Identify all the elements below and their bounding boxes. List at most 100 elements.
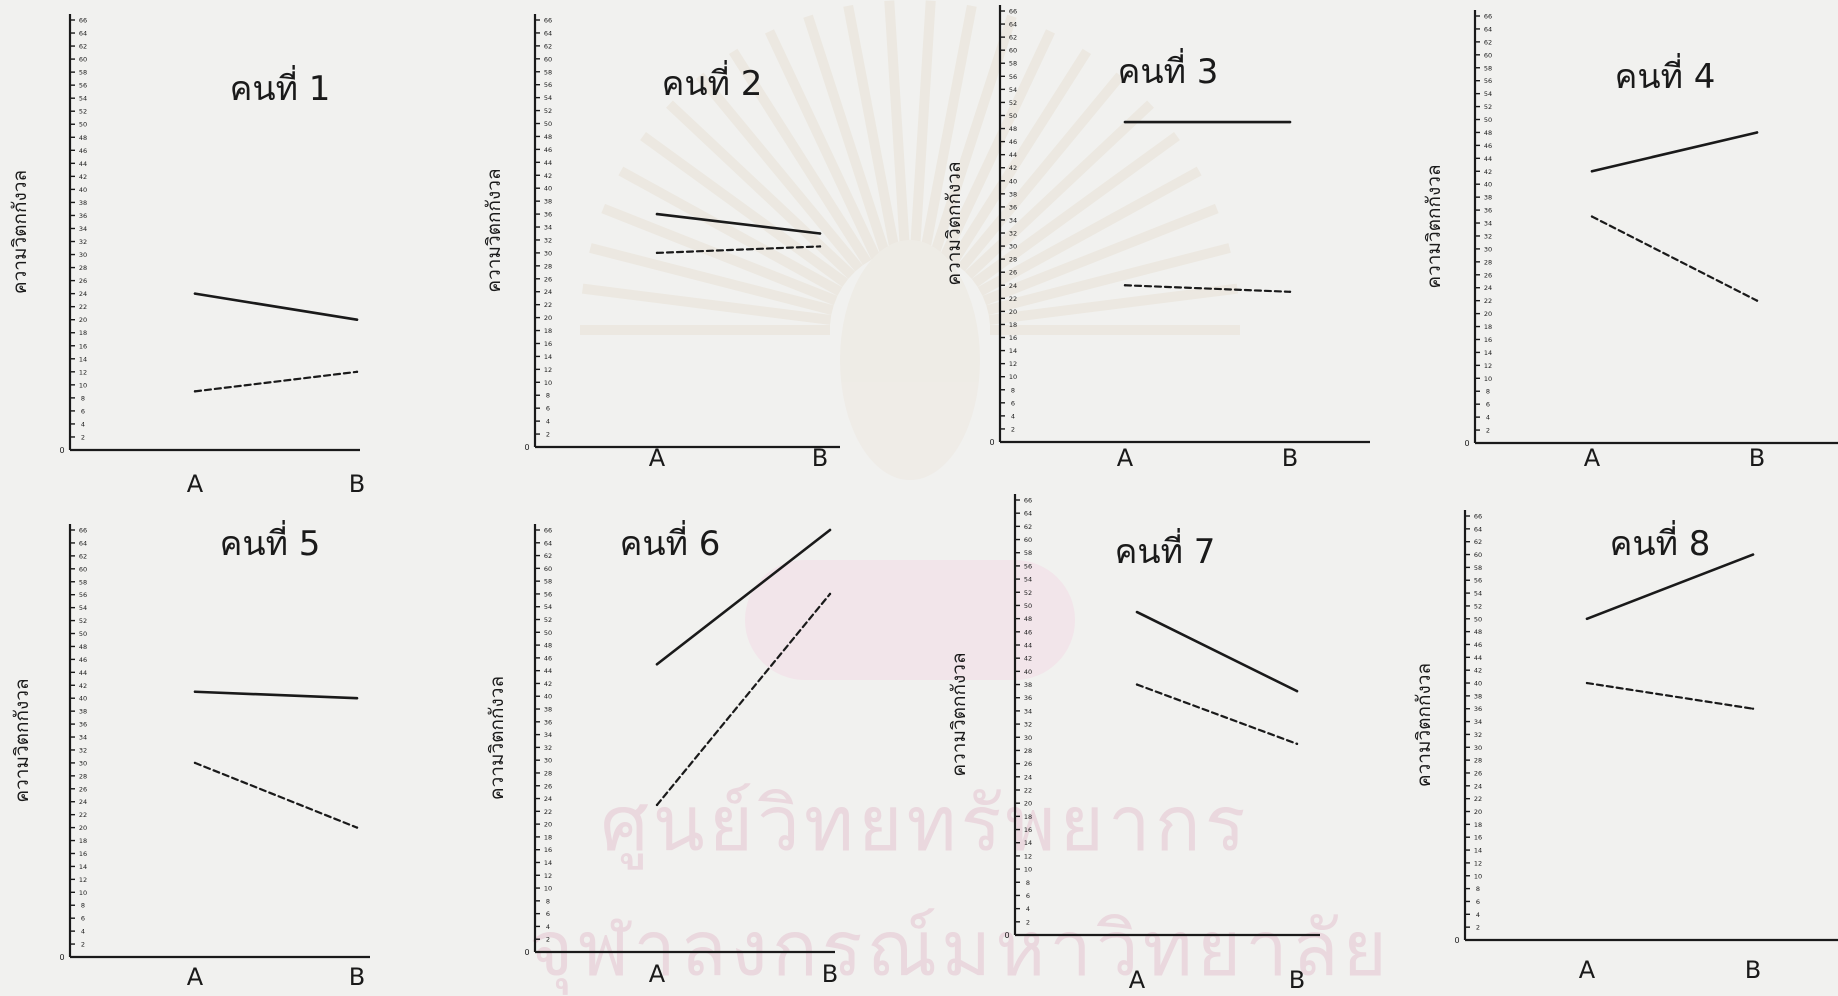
chart-title: คนที่ 2 xyxy=(662,60,763,104)
y-tick-label: 58 xyxy=(1024,549,1032,557)
y-tick-label: 52 xyxy=(79,108,87,116)
y-tick-label: 42 xyxy=(1484,168,1492,176)
chart-panel-8: 2468101214161820222426283032343638404244… xyxy=(1413,510,1838,984)
y-tick-label: 56 xyxy=(1009,73,1017,81)
y-tick-label: 36 xyxy=(79,721,87,729)
y-tick-label: 30 xyxy=(1024,734,1032,742)
y-tick-label: 60 xyxy=(79,56,87,64)
y-tick-label: 40 xyxy=(1484,181,1492,189)
y-axis-label: ความวิตกกังวล xyxy=(486,676,508,800)
data-point xyxy=(1135,610,1139,614)
seal-ray xyxy=(666,100,856,279)
y-tick-label: 50 xyxy=(1474,615,1482,623)
y-tick-label: 38 xyxy=(544,198,552,206)
data-point xyxy=(1751,707,1755,710)
y-tick-label: 20 xyxy=(544,314,552,322)
y-tick-label: 48 xyxy=(1009,125,1017,133)
seal-base xyxy=(745,560,1075,680)
y-tick-label: 14 xyxy=(1474,847,1482,855)
series-line-solid xyxy=(193,292,359,321)
data-point xyxy=(355,826,359,829)
y-tick-label: 32 xyxy=(1009,230,1017,238)
y-tick-label: 30 xyxy=(544,249,552,257)
y-tick-label: 2 xyxy=(546,431,550,439)
y-tick-label: 2 xyxy=(81,433,85,441)
y-tick-label: 28 xyxy=(544,769,552,777)
y-tick-label: 66 xyxy=(1009,8,1017,16)
x-tick-label: B xyxy=(349,470,365,498)
seal-ray xyxy=(988,283,1239,325)
y-tick-label: 20 xyxy=(79,824,87,832)
y-tick-label: 16 xyxy=(79,850,87,858)
series-line-solid xyxy=(1585,553,1755,621)
y-tick-label: 2 xyxy=(1476,924,1480,932)
y-tick-label: 62 xyxy=(79,43,87,51)
y-tick-label: 16 xyxy=(1484,336,1492,344)
y-tick-label: 60 xyxy=(1024,536,1032,544)
y-tick-label: 24 xyxy=(544,795,552,803)
y-tick-label: 28 xyxy=(544,262,552,270)
y-tick-label: 8 xyxy=(1026,879,1030,887)
y-tick-label: 34 xyxy=(79,734,87,742)
y-tick-label: 66 xyxy=(79,17,87,25)
chart-panel-2: 2468101214161820222426283032343638404244… xyxy=(483,14,840,472)
series-line-solid xyxy=(655,212,822,235)
y-tick-label: 38 xyxy=(1024,681,1032,689)
data-point xyxy=(1755,131,1759,134)
y-tick-label: 50 xyxy=(544,120,552,128)
y-tick-label: 26 xyxy=(79,785,87,793)
y-tick-label: 56 xyxy=(544,590,552,598)
y-tick-label: 10 xyxy=(79,381,87,389)
y-tick-label: 10 xyxy=(1484,375,1492,383)
y-tick-label: 40 xyxy=(544,185,552,193)
x-tick-label: B xyxy=(1745,956,1761,984)
y-tick-label: 6 xyxy=(81,915,85,923)
y-tick-label: 8 xyxy=(1011,386,1015,394)
data-point xyxy=(655,663,659,666)
y-tick-label: 6 xyxy=(81,407,85,415)
data-point xyxy=(828,592,832,596)
chart-title: คนที่ 3 xyxy=(1118,48,1219,92)
y-tick-label: 60 xyxy=(1474,551,1482,559)
x-tick-label: A xyxy=(1584,444,1601,472)
y-tick-label: 60 xyxy=(544,565,552,573)
y-tick-label: 46 xyxy=(79,656,87,664)
y-tick-label: 28 xyxy=(1009,256,1017,264)
y-tick-label: 22 xyxy=(1009,295,1017,303)
y-tick-label: 8 xyxy=(546,897,550,905)
y-tick-label: 8 xyxy=(1476,885,1480,893)
y-tick-label: 22 xyxy=(79,811,87,819)
series-line-dashed xyxy=(1585,681,1755,710)
y-tick-label: 2 xyxy=(546,936,550,944)
y-tick-label: 14 xyxy=(544,353,552,361)
y-tick-label: 26 xyxy=(1009,269,1017,277)
seal-ray xyxy=(986,243,1231,315)
y-tick-label: 54 xyxy=(79,604,87,612)
y-tick-label: 24 xyxy=(544,288,552,296)
y-tick-label: 20 xyxy=(1009,308,1017,316)
seal-ray xyxy=(843,4,900,253)
y-tick-label: 48 xyxy=(1484,129,1492,137)
y-tick-label: 64 xyxy=(79,539,87,547)
x-tick-label: A xyxy=(1579,956,1596,984)
y-tick-label: 4 xyxy=(546,923,550,931)
y-tick-label: 16 xyxy=(79,342,87,350)
y-tick-label: 24 xyxy=(1474,782,1482,790)
y-tick-label: 4 xyxy=(81,928,85,936)
y-tick-label: 46 xyxy=(544,146,552,154)
series-line-solid xyxy=(655,528,832,666)
y-tick-label: 14 xyxy=(79,863,87,871)
y-tick-label: 56 xyxy=(79,82,87,90)
y-tick-label: 28 xyxy=(1024,747,1032,755)
y-tick-label: 44 xyxy=(1009,151,1017,159)
y-tick-label: 36 xyxy=(1009,203,1017,211)
y-tick-label: 8 xyxy=(546,392,550,400)
y-tick-label: 66 xyxy=(544,527,552,535)
data-point xyxy=(193,390,197,393)
y-tick-label: 18 xyxy=(544,833,552,841)
y-tick-label: 16 xyxy=(544,846,552,854)
y-tick-label: 30 xyxy=(544,757,552,765)
y-tick-label: 58 xyxy=(544,578,552,586)
y-tick-label: 52 xyxy=(1024,589,1032,597)
y-tick-label: 8 xyxy=(81,902,85,910)
